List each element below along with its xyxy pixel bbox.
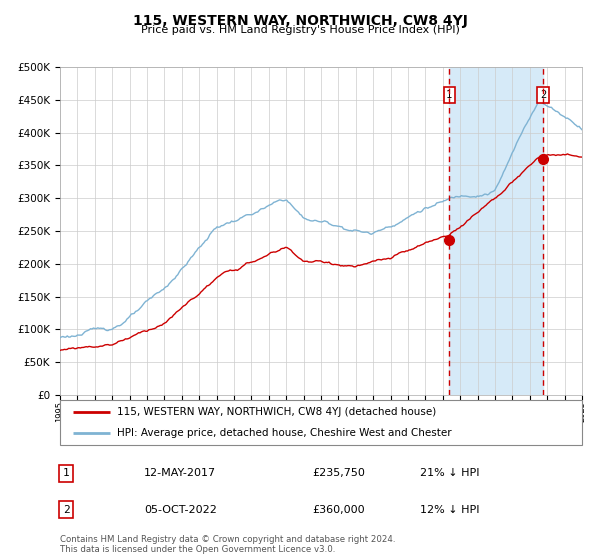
Text: 115, WESTERN WAY, NORTHWICH, CW8 4YJ (detached house): 115, WESTERN WAY, NORTHWICH, CW8 4YJ (de… xyxy=(118,408,437,418)
Text: 1: 1 xyxy=(62,468,70,478)
Text: Contains HM Land Registry data © Crown copyright and database right 2024.
This d: Contains HM Land Registry data © Crown c… xyxy=(60,535,395,554)
Text: HPI: Average price, detached house, Cheshire West and Chester: HPI: Average price, detached house, Ches… xyxy=(118,428,452,438)
Text: 21% ↓ HPI: 21% ↓ HPI xyxy=(420,468,479,478)
Text: 2: 2 xyxy=(62,505,70,515)
Text: £360,000: £360,000 xyxy=(312,505,365,515)
Text: £235,750: £235,750 xyxy=(312,468,365,478)
Bar xyxy=(449,67,543,395)
Text: 1: 1 xyxy=(446,90,452,100)
Text: Price paid vs. HM Land Registry's House Price Index (HPI): Price paid vs. HM Land Registry's House … xyxy=(140,25,460,35)
Text: 12-MAY-2017: 12-MAY-2017 xyxy=(144,468,216,478)
Text: 2: 2 xyxy=(540,90,546,100)
FancyBboxPatch shape xyxy=(60,400,582,445)
Text: 12% ↓ HPI: 12% ↓ HPI xyxy=(420,505,479,515)
Text: 115, WESTERN WAY, NORTHWICH, CW8 4YJ: 115, WESTERN WAY, NORTHWICH, CW8 4YJ xyxy=(133,14,467,28)
Text: 05-OCT-2022: 05-OCT-2022 xyxy=(144,505,217,515)
